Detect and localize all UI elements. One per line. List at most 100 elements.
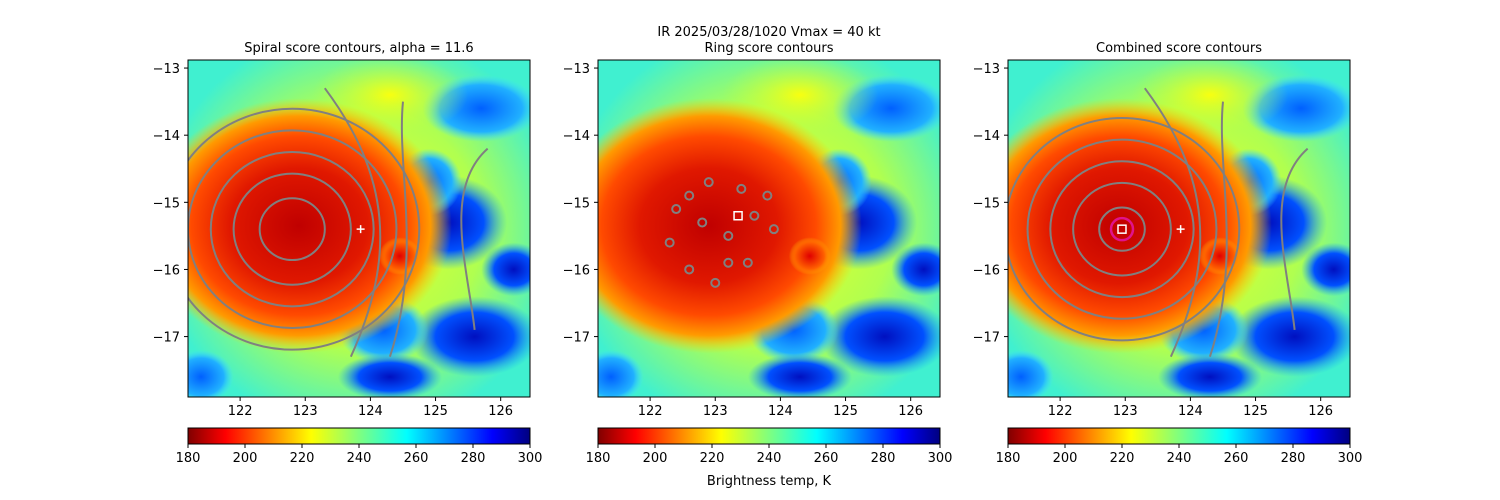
- x-tick-label: 125: [833, 404, 858, 419]
- score-contour: [258, 197, 326, 262]
- colorbar: [1007, 427, 1351, 445]
- ring-contour: [749, 210, 760, 221]
- colorbar-tick-label: 260: [1224, 451, 1249, 466]
- ring-contour: [697, 217, 708, 228]
- ring-contour: [723, 257, 734, 268]
- score-contour: [1049, 160, 1195, 299]
- ring-contour: [684, 190, 695, 201]
- ring-contour: [664, 237, 675, 248]
- score-contour: [460, 147, 489, 330]
- ring-contour: [684, 264, 695, 275]
- clear-sky-region: [891, 242, 940, 297]
- colorbar-tick-label: 200: [643, 451, 668, 466]
- colorbar: [597, 427, 941, 445]
- convective-cell: [1198, 237, 1241, 275]
- colorbar-tick-label: 180: [176, 451, 201, 466]
- x-tick-label: 122: [638, 404, 663, 419]
- y-tick-label: −16: [153, 263, 180, 278]
- y-tick-label: −16: [563, 263, 590, 278]
- clear-sky-region: [409, 296, 530, 377]
- colorbar-tick-label: 300: [928, 451, 953, 466]
- clear-sky-region: [1008, 350, 1054, 397]
- colorbar-tick-label: 220: [290, 451, 315, 466]
- axes-frame: [1007, 59, 1351, 398]
- x-tick-label: 123: [293, 404, 318, 419]
- score-contour: [1008, 117, 1241, 342]
- colorbar-tick-label: 240: [757, 451, 782, 466]
- score-contour: [323, 87, 382, 358]
- colorbar-label: Brightness temp, K: [707, 474, 832, 489]
- clear-sky-region: [1229, 296, 1350, 377]
- score-contour: [232, 172, 352, 286]
- colorbar-tick-label: 280: [871, 451, 896, 466]
- y-tick-label: −16: [973, 263, 1000, 278]
- x-tick-label: 123: [703, 404, 728, 419]
- ring-contour: [762, 190, 773, 201]
- x-tick-label: 126: [898, 404, 923, 419]
- colorbar-tick-label: 240: [1167, 451, 1192, 466]
- x-tick-label: 126: [488, 404, 513, 419]
- ring-contour: [723, 230, 734, 241]
- colorbar: [187, 427, 531, 445]
- clear-sky-region: [1301, 242, 1350, 297]
- colorbar-tick-label: 240: [347, 451, 372, 466]
- y-tick-label: −17: [153, 331, 180, 346]
- clear-sky-region: [1157, 353, 1263, 397]
- y-tick-label: −17: [973, 331, 1000, 346]
- x-tick-label: 125: [1243, 404, 1268, 419]
- axes-frame: [187, 59, 531, 398]
- score-contour: [1026, 138, 1218, 320]
- x-tick-label: 122: [1048, 404, 1073, 419]
- clear-sky-region: [337, 353, 443, 397]
- storm-core: [598, 98, 862, 354]
- x-tick-label: 122: [228, 404, 253, 419]
- y-tick-label: −13: [563, 62, 590, 77]
- ring-contour: [671, 204, 682, 215]
- score-contour: [188, 107, 421, 351]
- clear-sky-region: [188, 350, 234, 397]
- score-contour: [188, 129, 398, 329]
- y-tick-label: −15: [563, 196, 590, 211]
- colorbar-tick-label: 280: [461, 451, 486, 466]
- colorbar-tick-label: 280: [1281, 451, 1306, 466]
- colorbar-tick-label: 200: [233, 451, 258, 466]
- x-tick-label: 123: [1113, 404, 1138, 419]
- score-contour: [1208, 101, 1228, 358]
- colorbar-tick-label: 260: [814, 451, 839, 466]
- ir-image: [1008, 60, 1350, 397]
- center-circle-marker: [1109, 216, 1135, 242]
- axes-frame: [597, 59, 941, 398]
- colorbar-tick-label: 180: [996, 451, 1021, 466]
- y-tick-label: −15: [153, 196, 180, 211]
- score-contour: [209, 150, 375, 308]
- y-tick-label: −14: [153, 129, 180, 144]
- y-tick-label: −13: [973, 62, 1000, 77]
- y-tick-label: −15: [973, 196, 1000, 211]
- colorbar-tick-label: 220: [1110, 451, 1135, 466]
- colorbar-tick-label: 300: [518, 451, 543, 466]
- storm-core: [1008, 98, 1272, 354]
- ring-contour: [703, 177, 714, 188]
- clear-sky-region: [598, 350, 644, 397]
- clear-sky-region: [819, 296, 940, 377]
- x-tick-label: 124: [358, 404, 383, 419]
- x-tick-label: 125: [423, 404, 448, 419]
- score-contour: [1280, 147, 1309, 330]
- ir-image: [598, 60, 940, 397]
- ring-contour: [742, 257, 753, 268]
- center-square-marker: [733, 210, 743, 221]
- y-tick-label: −13: [153, 62, 180, 77]
- colorbar-tick-label: 200: [1053, 451, 1078, 466]
- clear-sky-region: [747, 353, 853, 397]
- score-contour: [388, 101, 408, 358]
- ring-contour: [710, 277, 721, 288]
- y-tick-label: −17: [563, 331, 590, 346]
- ir-image: [188, 60, 530, 397]
- panel-title: Combined score contours: [1096, 41, 1262, 56]
- panel-3: Combined score contours 122 123 124 125 126 −1…: [973, 41, 1363, 466]
- x-tick-label: 126: [1308, 404, 1333, 419]
- convective-cell: [788, 237, 831, 275]
- score-contour: [1072, 181, 1172, 277]
- y-tick-label: −14: [563, 129, 590, 144]
